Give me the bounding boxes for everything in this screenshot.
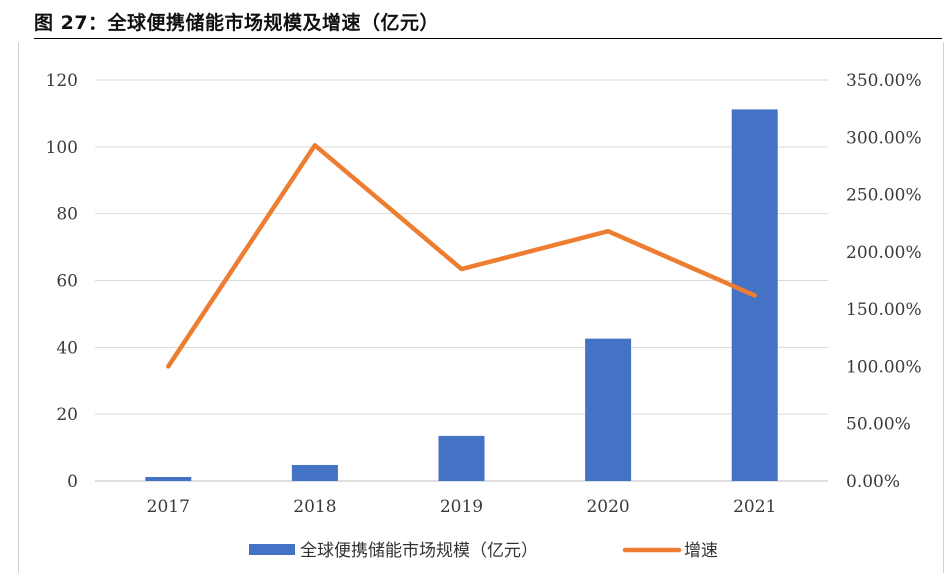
x-axis-tick-label: 2021 [733, 497, 776, 517]
left-axis-tick-label: 100 [46, 138, 78, 158]
figure-title-bar: 图 27：全球便携储能市场规模及增速（亿元） [34, 8, 942, 39]
line-series [166, 143, 757, 369]
bar-2018 [291, 464, 338, 481]
right-axis-ticks: 0.00% 50.00% 100.00% 150.00% 200.00% 250.00% 3… [846, 71, 922, 492]
right-axis-tick-label: 250.00% [846, 186, 922, 206]
right-axis-tick-label: 150.00% [846, 300, 922, 320]
left-axis-tick-label: 20 [56, 405, 78, 425]
right-axis-tick-label: 200.00% [846, 243, 922, 263]
figure-title: 图 27：全球便携储能市场规模及增速（亿元） [34, 12, 440, 34]
bar-2020 [585, 338, 632, 481]
left-axis-tick-label: 40 [56, 338, 78, 358]
left-axis-tick-label: 60 [56, 272, 78, 292]
bar-series [145, 109, 778, 481]
x-axis-tick-label: 2017 [147, 497, 190, 517]
left-axis-tick-label: 120 [46, 71, 78, 91]
chart-frame [18, 42, 944, 573]
bar-2017 [145, 476, 192, 481]
right-axis-tick-label: 50.00% [846, 415, 911, 435]
x-axis-tick-label: 2019 [440, 497, 483, 517]
legend: 全球便携储能市场规模（亿元） 增速 [249, 541, 718, 561]
right-axis-tick-label: 350.00% [846, 71, 922, 91]
left-axis-tick-label: 80 [56, 205, 78, 225]
right-axis-tick-label: 0.00% [846, 472, 900, 492]
growth-line [166, 143, 757, 369]
right-axis-tick-label: 100.00% [846, 357, 922, 377]
legend-line-label: 增速 [684, 541, 718, 561]
x-axis-tick-label: 2018 [293, 497, 336, 517]
legend-bar-swatch [249, 544, 295, 555]
left-axis-tick-label: 0 [67, 472, 78, 492]
bar-2019 [438, 435, 485, 481]
x-axis-ticks: 2017 2018 2019 2020 2021 [147, 497, 777, 517]
legend-bar-label: 全球便携储能市场规模（亿元） [300, 541, 538, 561]
right-axis-tick-label: 300.00% [846, 128, 922, 148]
left-axis-ticks: 0 20 40 60 80 100 120 [46, 71, 78, 492]
x-axis-tick-label: 2020 [586, 497, 629, 517]
